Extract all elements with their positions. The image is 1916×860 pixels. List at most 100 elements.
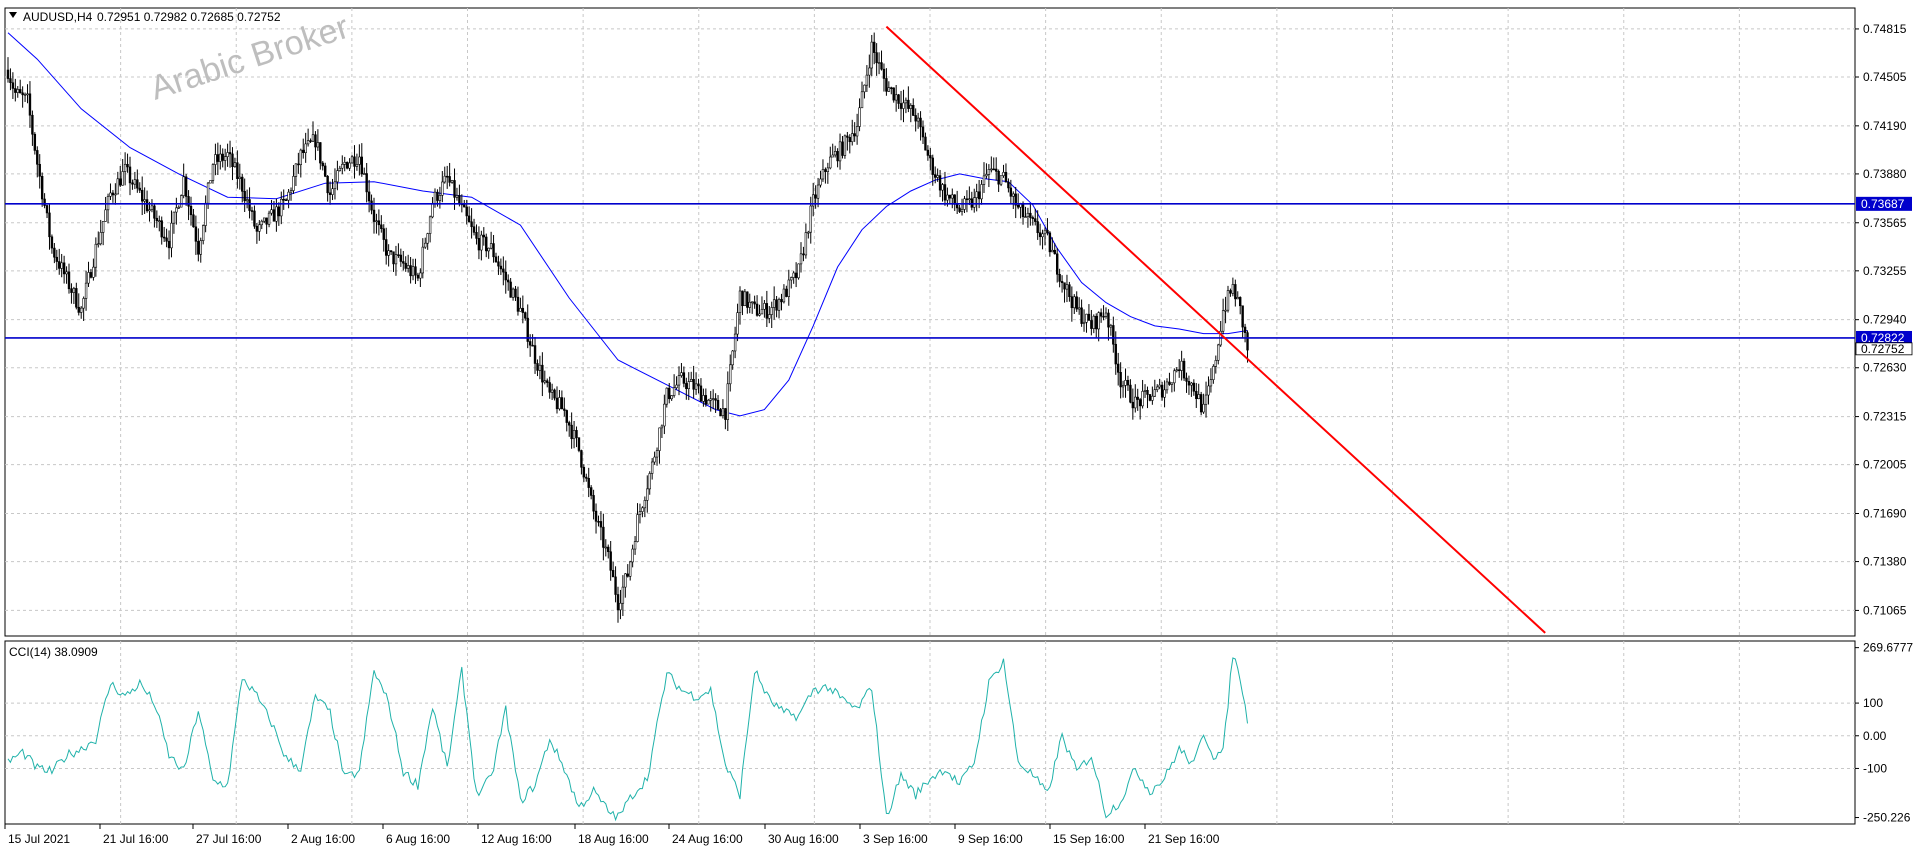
- bull-candle: [726, 383, 730, 420]
- bull-candle: [733, 333, 737, 352]
- bear-candle: [614, 576, 617, 595]
- bull-candle: [336, 170, 339, 183]
- cci-axis: 269.6777 100 0.00 -100 -250.226: [1855, 641, 1913, 825]
- bear-candle: [1129, 384, 1132, 403]
- level-price-tag-label: 0.73687: [1861, 197, 1905, 211]
- bear-candle: [43, 198, 46, 206]
- bear-candle: [714, 398, 717, 401]
- bull-candle: [1041, 233, 1044, 238]
- time-tick-label: 21 Sep 16:00: [1148, 832, 1220, 846]
- bull-candle: [550, 389, 554, 393]
- bull-candle: [287, 191, 290, 201]
- time-axis: 15 Jul 2021 21 Jul 16:00 27 Jul 16:00 2 Aug…: [4, 824, 1220, 846]
- bear-candle: [533, 345, 537, 364]
- bear-candle: [958, 207, 961, 212]
- bull-candle: [543, 380, 547, 383]
- level-price-tag: [1856, 196, 1912, 211]
- bear-candle: [6, 69, 10, 79]
- bull-candle: [1209, 379, 1213, 387]
- bull-candle: [1217, 344, 1220, 361]
- bear-candle: [453, 180, 456, 198]
- bull-candle: [199, 240, 202, 255]
- bear-candle: [1199, 394, 1203, 413]
- bull-candle: [702, 395, 705, 402]
- bear-candle: [467, 215, 471, 223]
- bull-candle: [1163, 389, 1166, 398]
- bull-candle: [804, 232, 808, 256]
- bull-candle: [904, 99, 908, 104]
- bull-candle: [450, 180, 454, 183]
- bear-candle: [36, 150, 39, 165]
- bear-candle: [528, 341, 532, 346]
- bear-candle: [128, 166, 132, 184]
- bull-candle: [1092, 315, 1096, 329]
- bear-candle: [77, 306, 80, 313]
- bull-candle: [641, 507, 644, 512]
- collapse-triangle-icon[interactable]: [9, 12, 17, 18]
- bull-candle: [133, 179, 137, 185]
- current-price-tag: [1855, 342, 1913, 356]
- bear-candle: [499, 265, 503, 270]
- bull-candle: [26, 93, 29, 96]
- bull-candle: [660, 425, 664, 429]
- bull-candle: [431, 203, 434, 218]
- bull-candle: [65, 271, 68, 275]
- bull-candle: [729, 364, 732, 385]
- bull-candle: [707, 400, 710, 405]
- bear-candle: [746, 291, 749, 308]
- bear-candle: [938, 175, 942, 191]
- bull-candle: [419, 272, 422, 279]
- bear-candle: [741, 290, 744, 307]
- bear-candle: [1060, 281, 1064, 284]
- bull-candle: [538, 364, 542, 371]
- bear-candle: [1029, 212, 1032, 218]
- bull-candle: [158, 220, 161, 223]
- bear-candle: [1004, 171, 1008, 183]
- bear-candle: [370, 200, 373, 211]
- bull-candle: [443, 175, 446, 183]
- bull-candle: [1085, 313, 1088, 323]
- bear-candle: [521, 307, 525, 313]
- bull-candle: [1143, 389, 1147, 392]
- bear-candle: [924, 136, 927, 151]
- bull-candle: [663, 403, 666, 427]
- bull-candle: [1212, 366, 1215, 380]
- bear-candle: [914, 115, 917, 122]
- bear-candle: [1136, 396, 1139, 400]
- bull-candle: [387, 250, 390, 256]
- cci-title: CCI(14) 38.0909: [9, 645, 98, 659]
- bear-candle: [231, 153, 234, 168]
- bear-candle: [611, 570, 615, 578]
- bull-candle: [646, 488, 649, 501]
- bear-candle: [1102, 315, 1105, 318]
- bear-candle: [145, 199, 149, 212]
- bear-candle: [319, 142, 322, 164]
- bear-candle: [141, 189, 144, 202]
- bull-candle: [870, 41, 873, 69]
- bull-candle: [772, 299, 776, 308]
- bull-candle: [262, 217, 266, 222]
- bull-candle: [172, 211, 176, 224]
- bear-candle: [1068, 284, 1071, 297]
- bull-candle: [438, 195, 442, 201]
- bear-candle: [589, 487, 593, 496]
- price-tick-label: 0.74190: [1863, 119, 1907, 133]
- bear-candle: [814, 194, 817, 199]
- bull-candle: [894, 94, 898, 101]
- bull-candle: [338, 167, 342, 171]
- bull-candle: [1170, 382, 1174, 385]
- bull-candle: [975, 191, 978, 198]
- trendline[interactable]: [885, 25, 1546, 634]
- bull-candle: [175, 207, 178, 213]
- bear-candle: [753, 301, 756, 305]
- bear-candle: [1053, 249, 1056, 255]
- symbol-label: AUDUSD,H4: [23, 10, 93, 24]
- bull-candle: [855, 126, 859, 137]
- bull-candle: [721, 408, 725, 417]
- horizontal-levels[interactable]: [5, 203, 1855, 339]
- bear-candle: [1046, 229, 1049, 234]
- bear-candle: [587, 478, 590, 488]
- bear-candle: [692, 379, 695, 390]
